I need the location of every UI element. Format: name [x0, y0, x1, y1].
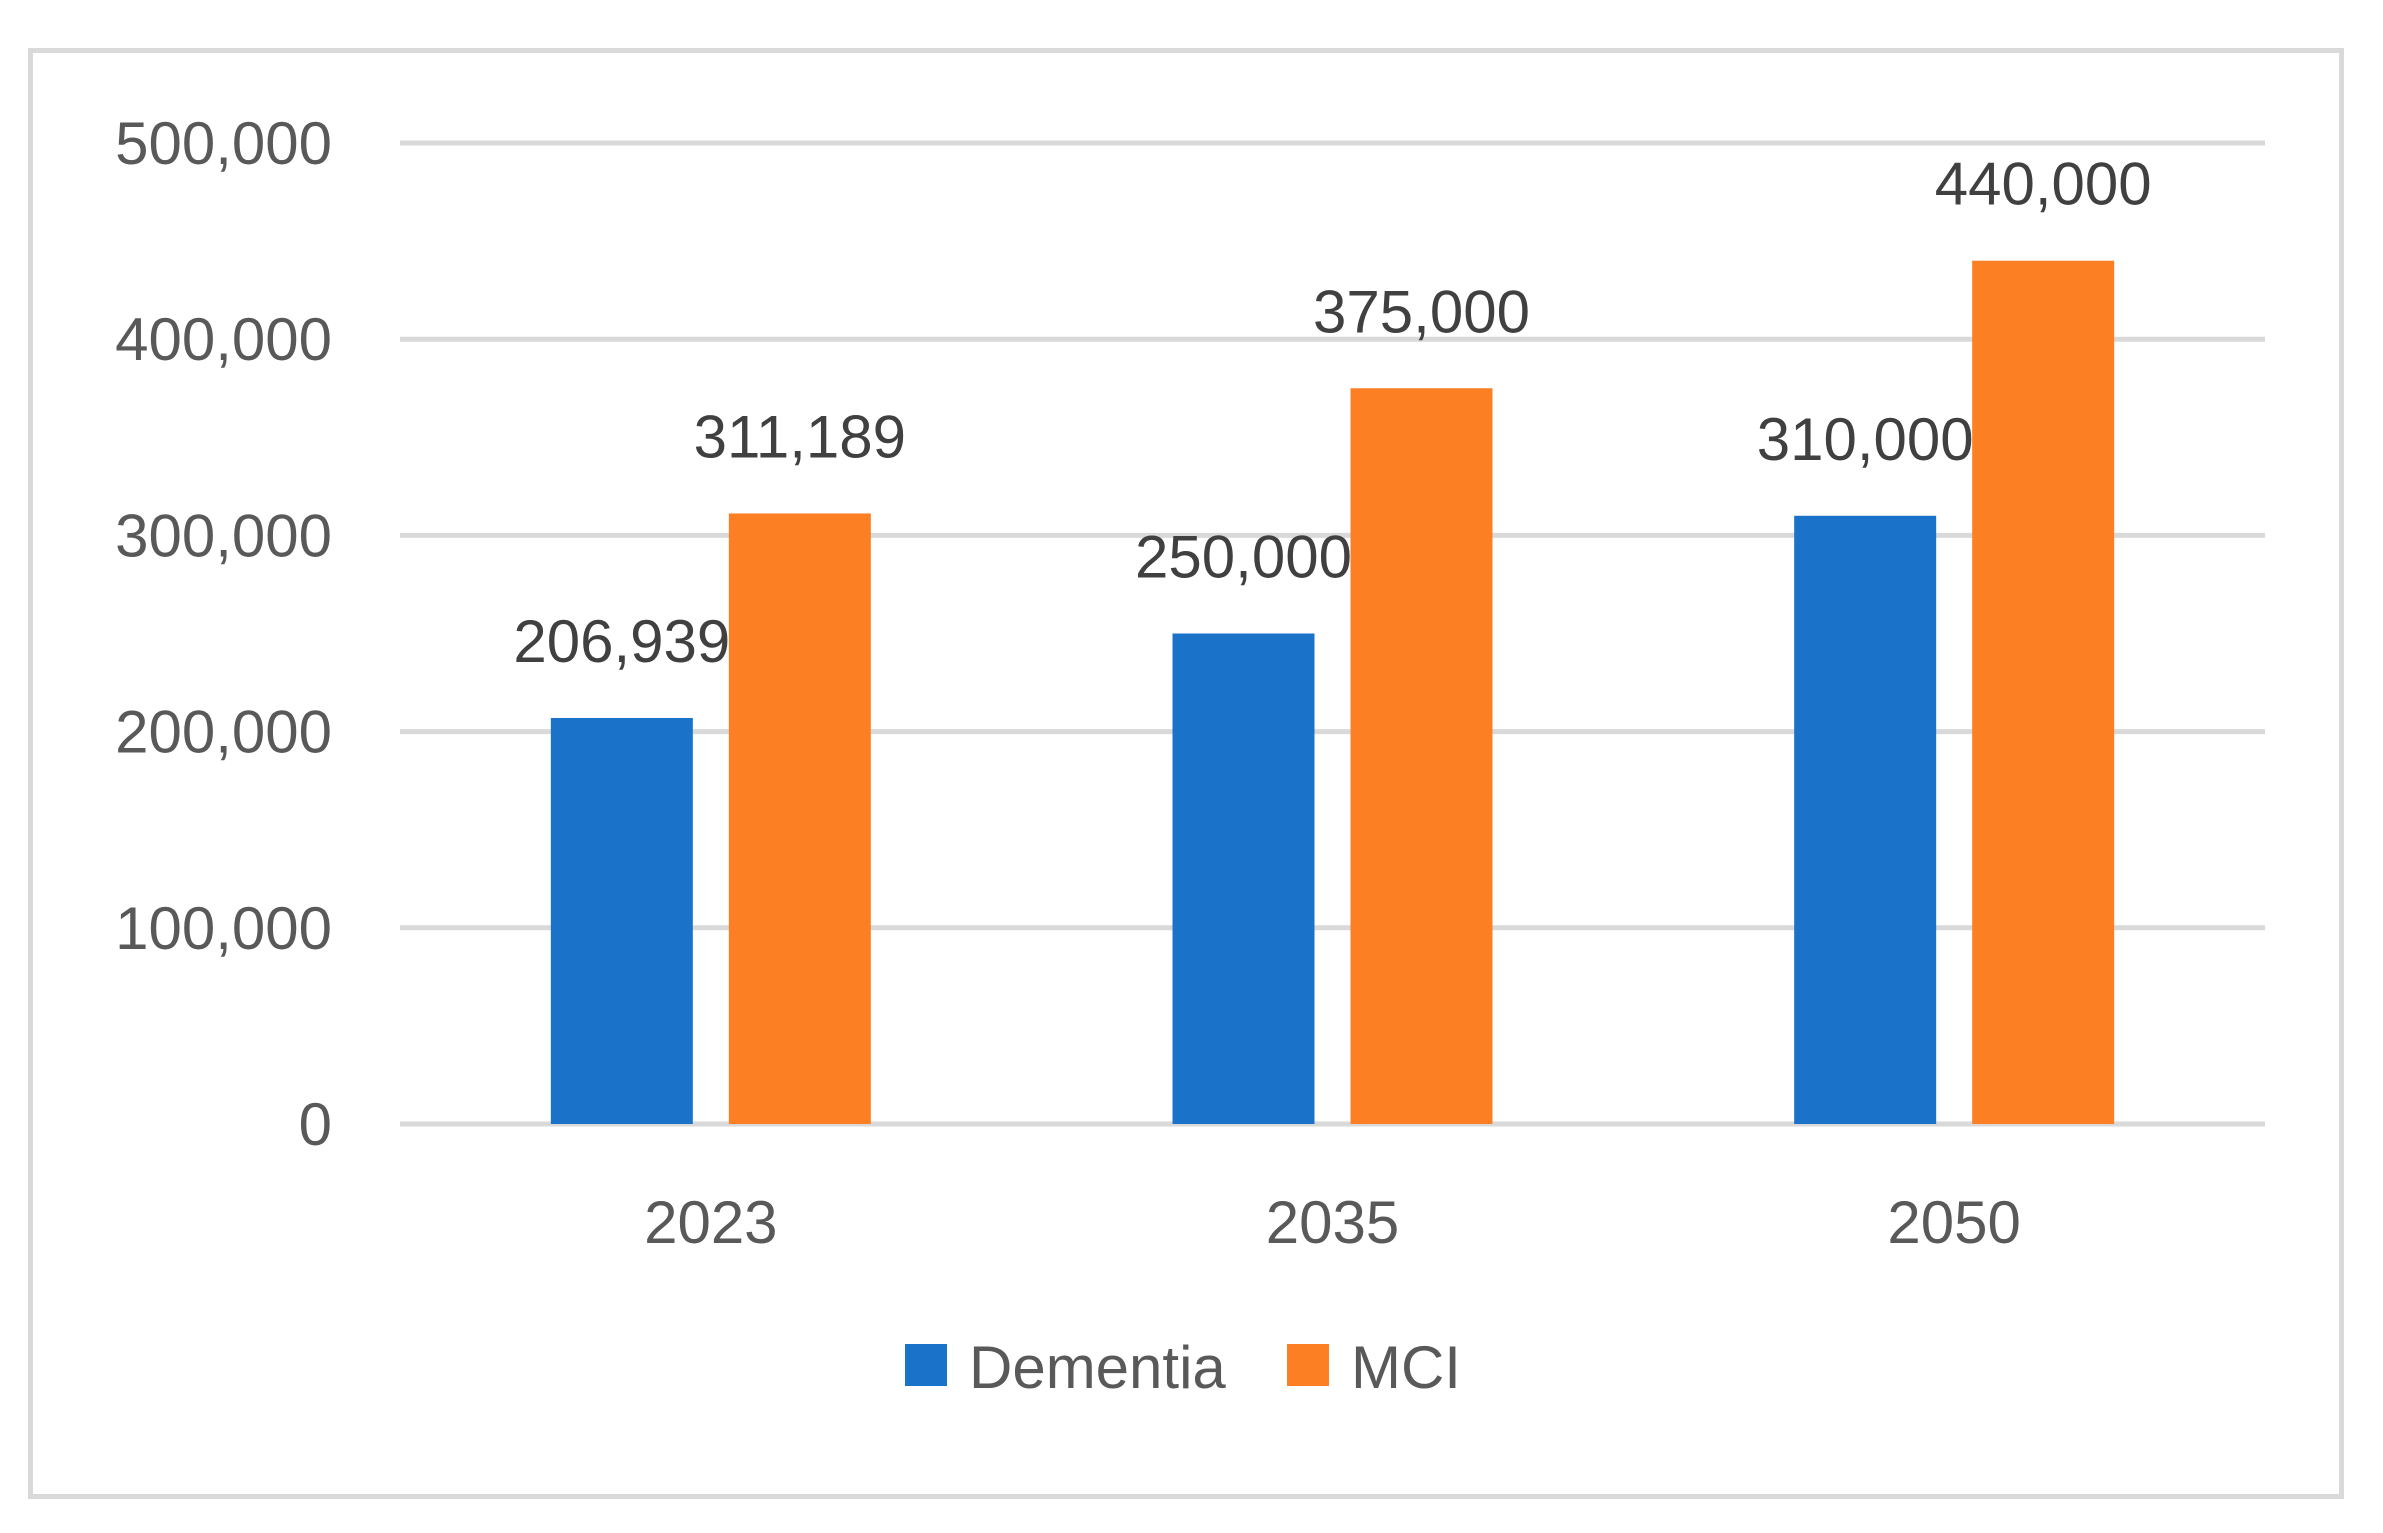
x-axis-tick-labels: 2023 2035 2050: [644, 1189, 2021, 1256]
legend-label-dementia: Dementia: [969, 1334, 1226, 1401]
y-axis-tick-labels: 0 100,000 200,000 300,000 400,000 500,000: [115, 110, 332, 1158]
bars: [550, 260, 2115, 1125]
data-label-mci-2050: 440,000: [1935, 151, 2152, 218]
data-label-dementia-2023: 206,939: [513, 608, 730, 675]
legend-label-mci: MCI: [1351, 1334, 1461, 1401]
gridlines: [400, 140, 2265, 1127]
bar-mci-2035: [1350, 388, 1493, 1124]
data-labels: 206,939 311,189 250,000 375,000 310,000 440,0…: [513, 151, 2151, 675]
x-tick-label: 2035: [1266, 1189, 1399, 1256]
bar-dementia-2050: [1794, 515, 1937, 1124]
legend-swatch-dementia: [905, 1344, 947, 1386]
bar-mci-2050: [1972, 260, 2115, 1125]
y-tick-label: 0: [299, 1091, 332, 1158]
legend-swatch-mci: [1287, 1344, 1329, 1386]
legend: Dementia MCI: [905, 1334, 1461, 1401]
bar-dementia-2023: [550, 717, 693, 1124]
y-tick-label: 400,000: [115, 306, 332, 373]
y-tick-label: 100,000: [115, 895, 332, 962]
data-label-dementia-2035: 250,000: [1135, 524, 1352, 591]
x-tick-label: 2023: [644, 1189, 777, 1256]
y-tick-label: 300,000: [115, 502, 332, 569]
bar-mci-2023: [728, 513, 871, 1124]
y-tick-label: 500,000: [115, 110, 332, 177]
y-tick-label: 200,000: [115, 699, 332, 766]
data-label-dementia-2050: 310,000: [1757, 406, 1974, 473]
x-tick-label: 2050: [1887, 1189, 2020, 1256]
bar-dementia-2035: [1172, 633, 1315, 1124]
data-label-mci-2035: 375,000: [1313, 278, 1530, 345]
data-label-mci-2023: 311,189: [694, 403, 906, 470]
